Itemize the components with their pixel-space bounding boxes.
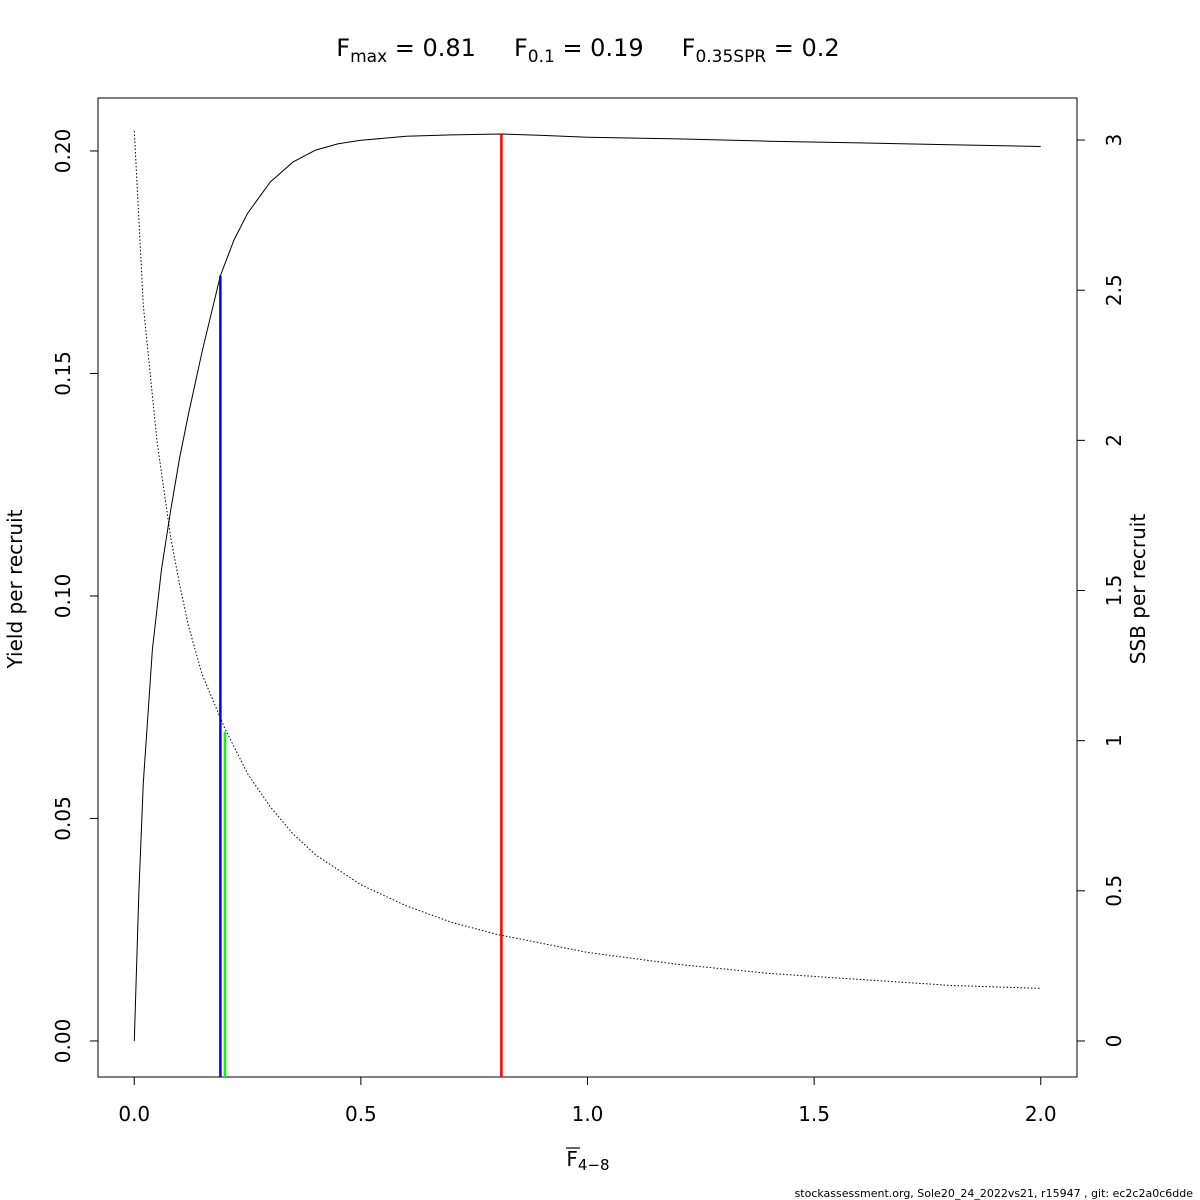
title-symbol: F [682, 34, 696, 62]
y-right-tick-label: 1.5 [1102, 575, 1126, 607]
y-right-tick-label: 0 [1102, 1035, 1126, 1048]
yield-per-recruit-line [133, 133, 1041, 1042]
x-tick-label: 1.5 [798, 1102, 830, 1126]
ssb-per-recruit-line [133, 130, 1041, 989]
title-symbol: F [514, 34, 528, 62]
plot-frame [97, 97, 1078, 1078]
title-subscript: 0.1 [528, 47, 555, 67]
y-right-tick-label: 0.5 [1102, 875, 1126, 907]
title-symbol: F [336, 34, 350, 62]
y-right-tick-label: 3 [1102, 134, 1126, 147]
x-title-symbol: F [566, 1147, 578, 1171]
chart-title: Fmax = 0.81 F0.1 = 0.19 F0.35SPR = 0.2 [336, 34, 839, 67]
y-right-tick-label: 2 [1102, 434, 1126, 447]
x-tick-label: 1.0 [572, 1102, 604, 1126]
y-left-tick-label: 0.15 [51, 351, 75, 396]
y-axis-right: 0 0.5 1 1.5 2 2.5 3 [1077, 134, 1126, 1048]
y-right-tick-label: 1 [1102, 734, 1126, 747]
series-lines [133, 130, 1041, 1042]
y-axis-left-title: Yield per recruit [3, 509, 27, 669]
y-left-tick-label: 0.10 [51, 574, 75, 619]
x-axis-title-text: F4−8 [566, 1147, 609, 1174]
title-value: = 0.81 [387, 34, 476, 62]
chart-title-text: Fmax = 0.81 F0.1 = 0.19 F0.35SPR = 0.2 [336, 34, 839, 67]
footer-note: stockassessment.org, Sole20_24_2022vs21,… [795, 1187, 1194, 1200]
y-right-tick-label: 2.5 [1102, 274, 1126, 306]
reference-lines [219, 134, 503, 1077]
y-left-tick-label: 0.00 [51, 1019, 75, 1064]
x-tick-label: 2.0 [1025, 1102, 1057, 1126]
x-axis: 0.0 0.5 1.0 1.5 2.0 [118, 1077, 1057, 1126]
y-left-tick-label: 0.20 [51, 129, 75, 174]
title-subscript: 0.35SPR [695, 47, 766, 67]
y-left-tick-label: 0.05 [51, 796, 75, 841]
x-axis-title: F4−8 [566, 1147, 610, 1174]
x-tick-label: 0.5 [345, 1102, 377, 1126]
x-title-subscript: 4−8 [578, 1156, 610, 1174]
title-value: = 0.2 [766, 34, 840, 62]
title-subscript: max [350, 47, 387, 67]
y-axis-left: 0.00 0.05 0.10 0.15 0.20 [51, 129, 98, 1064]
title-value: = 0.19 [555, 34, 644, 62]
x-tick-label: 0.0 [118, 1102, 150, 1126]
y-axis-right-title: SSB per recruit [1126, 514, 1150, 665]
